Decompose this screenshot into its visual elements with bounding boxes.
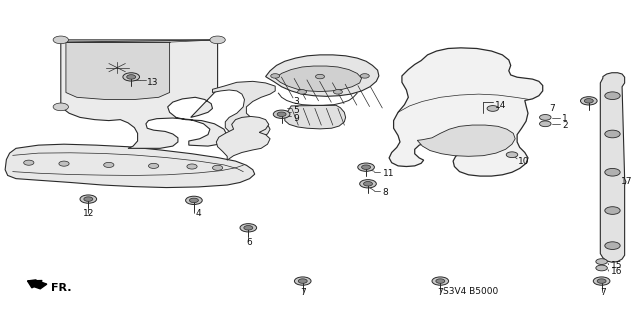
- Text: 5: 5: [293, 106, 299, 115]
- Circle shape: [104, 162, 114, 167]
- Circle shape: [123, 73, 140, 81]
- Circle shape: [580, 97, 597, 105]
- Circle shape: [189, 198, 198, 203]
- Polygon shape: [61, 40, 227, 148]
- Polygon shape: [66, 42, 170, 100]
- Circle shape: [148, 163, 159, 168]
- Circle shape: [605, 92, 620, 100]
- Circle shape: [277, 112, 286, 116]
- Circle shape: [540, 121, 551, 127]
- Polygon shape: [266, 55, 379, 96]
- Circle shape: [487, 106, 499, 111]
- Text: 2: 2: [562, 121, 568, 130]
- Circle shape: [360, 180, 376, 188]
- Circle shape: [358, 163, 374, 171]
- Text: 17: 17: [621, 177, 632, 186]
- Circle shape: [80, 195, 97, 203]
- Circle shape: [605, 168, 620, 176]
- Circle shape: [84, 197, 93, 201]
- Polygon shape: [5, 144, 255, 188]
- Circle shape: [186, 196, 202, 204]
- Circle shape: [240, 224, 257, 232]
- Text: 13: 13: [147, 78, 159, 87]
- Circle shape: [605, 130, 620, 138]
- Circle shape: [59, 161, 69, 166]
- Polygon shape: [600, 73, 626, 262]
- Text: 7: 7: [600, 288, 605, 297]
- Text: 12: 12: [83, 209, 94, 218]
- Polygon shape: [285, 105, 346, 129]
- Circle shape: [540, 115, 551, 120]
- Text: 6: 6: [247, 238, 252, 247]
- Text: 9: 9: [293, 115, 299, 123]
- Circle shape: [597, 279, 606, 283]
- Circle shape: [316, 74, 324, 79]
- Text: 3: 3: [293, 97, 299, 106]
- Polygon shape: [417, 125, 515, 156]
- Polygon shape: [275, 66, 362, 92]
- Text: 11: 11: [383, 169, 394, 178]
- Circle shape: [298, 90, 307, 94]
- Circle shape: [364, 182, 372, 186]
- Text: 4: 4: [196, 209, 201, 218]
- Circle shape: [584, 99, 593, 103]
- Text: 8: 8: [383, 189, 388, 197]
- Text: 7: 7: [549, 104, 555, 113]
- Text: 15: 15: [611, 261, 622, 270]
- Text: 10: 10: [518, 157, 530, 166]
- Polygon shape: [389, 48, 543, 176]
- Circle shape: [298, 279, 307, 283]
- Circle shape: [53, 36, 68, 44]
- Circle shape: [596, 265, 607, 271]
- Text: 1: 1: [562, 114, 568, 122]
- Circle shape: [432, 277, 449, 285]
- Circle shape: [506, 152, 518, 158]
- Circle shape: [333, 90, 342, 94]
- Circle shape: [127, 75, 136, 79]
- Circle shape: [273, 110, 290, 118]
- Text: 7: 7: [300, 288, 305, 297]
- Circle shape: [360, 74, 369, 78]
- Circle shape: [294, 277, 311, 285]
- Circle shape: [605, 207, 620, 214]
- Text: 16: 16: [611, 267, 622, 276]
- Circle shape: [210, 36, 225, 44]
- Polygon shape: [216, 116, 270, 160]
- Text: FR.: FR.: [51, 283, 72, 293]
- Polygon shape: [212, 81, 275, 137]
- Circle shape: [271, 74, 280, 78]
- Circle shape: [53, 103, 68, 111]
- Circle shape: [436, 279, 445, 283]
- Circle shape: [187, 164, 197, 169]
- Circle shape: [212, 165, 223, 170]
- Circle shape: [605, 242, 620, 249]
- FancyArrow shape: [28, 280, 47, 289]
- Text: 7: 7: [438, 288, 443, 297]
- Text: 14: 14: [495, 101, 506, 110]
- Circle shape: [24, 160, 34, 165]
- Text: S3V4 B5000: S3V4 B5000: [443, 287, 498, 296]
- Circle shape: [244, 226, 253, 230]
- Circle shape: [362, 165, 371, 169]
- Circle shape: [596, 259, 607, 264]
- Circle shape: [593, 277, 610, 285]
